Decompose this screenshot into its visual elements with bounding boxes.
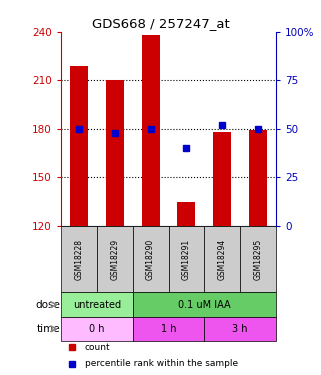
Bar xyxy=(133,317,204,341)
Bar xyxy=(178,202,195,226)
Text: 1 h: 1 h xyxy=(161,324,176,334)
Text: GSM18290: GSM18290 xyxy=(146,238,155,280)
Bar xyxy=(133,292,276,317)
Text: 3 h: 3 h xyxy=(232,324,248,334)
Text: dose: dose xyxy=(35,300,60,310)
Text: time: time xyxy=(37,324,60,334)
Text: GSM18295: GSM18295 xyxy=(254,238,263,280)
Text: GSM18229: GSM18229 xyxy=(110,238,119,280)
Text: percentile rank within the sample: percentile rank within the sample xyxy=(85,359,238,368)
Bar xyxy=(106,80,124,226)
Bar xyxy=(204,317,276,341)
Bar xyxy=(97,226,133,292)
Bar xyxy=(61,317,133,341)
Text: count: count xyxy=(85,342,110,351)
Bar xyxy=(169,226,204,292)
Bar xyxy=(61,292,133,317)
Bar xyxy=(133,226,169,292)
Bar xyxy=(70,66,88,226)
Bar xyxy=(249,130,267,226)
Bar xyxy=(142,35,160,226)
Text: 0 h: 0 h xyxy=(89,324,105,334)
Bar xyxy=(240,226,276,292)
Text: GSM18294: GSM18294 xyxy=(218,238,227,280)
Text: GDS668 / 257247_at: GDS668 / 257247_at xyxy=(91,17,230,30)
Text: 0.1 uM IAA: 0.1 uM IAA xyxy=(178,300,231,310)
Bar xyxy=(213,132,231,226)
Text: GSM18228: GSM18228 xyxy=(74,238,83,280)
Text: GSM18291: GSM18291 xyxy=(182,238,191,280)
Bar xyxy=(204,226,240,292)
Bar xyxy=(61,226,97,292)
Text: untreated: untreated xyxy=(73,300,121,310)
